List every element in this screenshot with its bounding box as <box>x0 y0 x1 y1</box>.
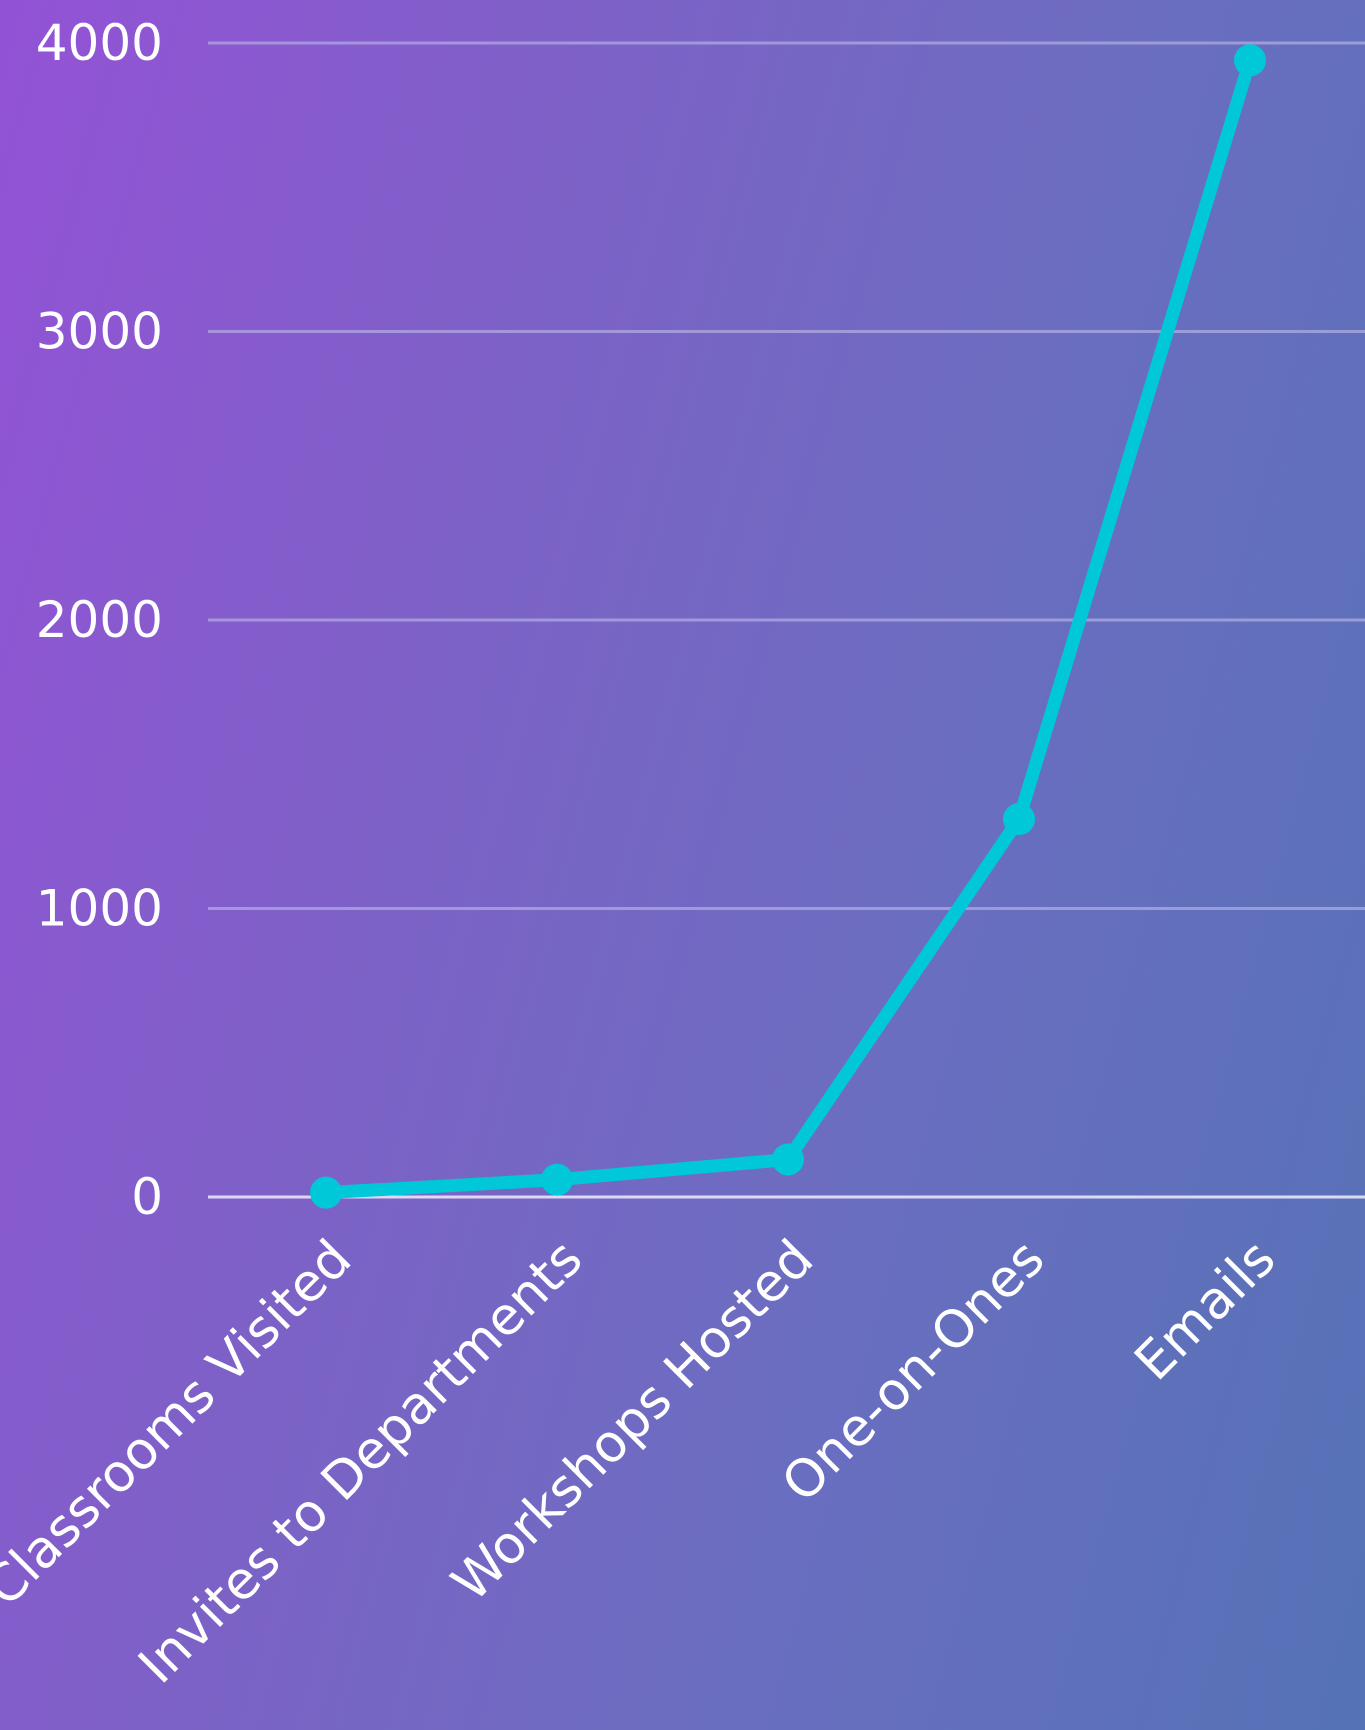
y-tick-label: 4000 <box>36 14 163 72</box>
y-tick-label: 2000 <box>36 591 163 649</box>
x-tick-label: Emails <box>1124 1229 1288 1393</box>
data-point <box>541 1163 573 1196</box>
y-tick-label: 3000 <box>36 303 163 361</box>
data-point <box>310 1176 342 1209</box>
y-tick-label: 1000 <box>36 880 163 938</box>
x-tick-label: Invites to Departments <box>127 1229 594 1696</box>
data-series <box>310 44 1266 1209</box>
data-point <box>772 1143 804 1176</box>
data-point <box>1003 803 1035 836</box>
y-axis-tick-labels: 0 1000 2000 3000 4000 <box>36 14 163 1226</box>
x-tick-label: Classrooms Visited <box>0 1229 363 1618</box>
series-line <box>319 53 1257 1200</box>
gridlines <box>208 41 1365 1199</box>
data-point <box>1234 44 1266 77</box>
y-tick-label: 0 <box>131 1168 163 1226</box>
